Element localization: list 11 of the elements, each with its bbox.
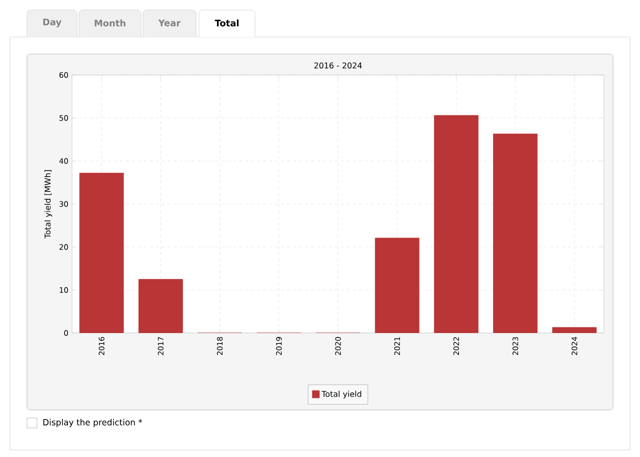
text: Display the prediction * <box>43 418 142 428</box>
text: Year <box>158 20 181 26</box>
bar <box>552 327 597 333</box>
text: Total <box>214 20 239 26</box>
bar <box>434 115 478 333</box>
bar <box>493 134 538 333</box>
bar <box>79 172 124 333</box>
bar <box>138 279 183 333</box>
text: Month <box>94 20 126 26</box>
text: Day <box>43 18 62 28</box>
bar <box>374 238 420 333</box>
